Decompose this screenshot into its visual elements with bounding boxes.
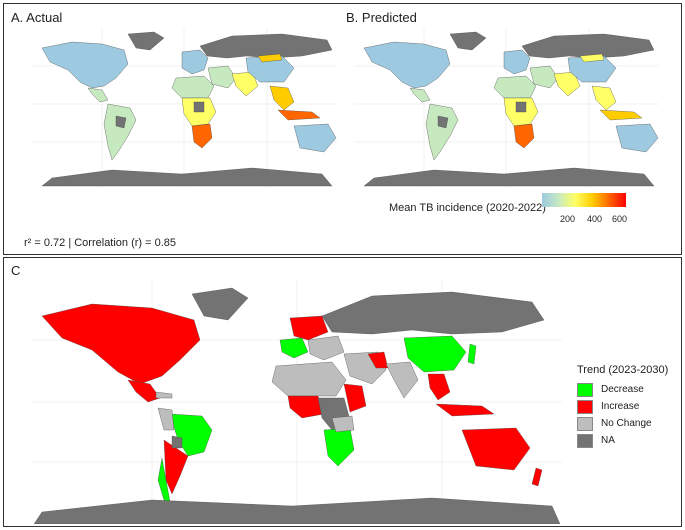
incidence-color-bar [542,193,626,207]
antarctica [33,497,561,524]
china [567,55,617,83]
southeast-asia [591,85,617,111]
east-africa [343,383,367,413]
south-america [103,103,137,161]
australia [461,427,531,471]
panel-a-title: A. Actual [11,10,63,25]
north-africa [493,75,537,99]
europe [181,49,209,75]
north-africa [171,75,215,99]
panel-b-title: B. Predicted [346,10,417,25]
legend-item-na: NA [577,432,681,449]
antarctica [363,167,655,187]
legend-label-decrease: Decrease [601,384,644,395]
legend-item-no-change: No Change [577,415,681,432]
europe-north [289,315,329,341]
middle-east [529,65,559,89]
australia [293,123,337,153]
panel-actual-predicted: A. Actual B. Predicted [3,3,682,255]
trend-legend-title: Trend (2023-2030) [577,364,669,376]
predicted-map [354,28,659,188]
legend-label-no-change: No Change [601,418,652,429]
fit-statistics: r² = 0.72 | Correlation (r) = 0.85 [24,237,177,249]
europe-west [279,337,309,359]
legend-label-increase: Increase [601,401,640,412]
mexico [127,379,161,403]
trend-legend: Trend (2023-2030) Decrease Increase No C… [577,364,681,449]
north-america [363,41,451,89]
north-america [41,303,201,385]
russia [521,33,655,59]
antarctica [41,167,333,187]
russia [199,33,333,59]
southern-cone [163,439,189,495]
incidence-tick-400: 400 [587,214,603,224]
north-america [41,41,129,89]
south-america-na [115,115,127,129]
australia [615,123,659,153]
africa-na [193,101,205,113]
panel-c-title: C [11,263,21,278]
central-america [409,87,431,103]
actual-map [32,28,337,188]
southern-africa [513,123,535,149]
indonesia [435,403,495,417]
trend-map [32,280,562,524]
swatch-increase [577,399,593,414]
greenland [191,287,249,321]
incidence-tick-200: 200 [560,214,576,224]
middle-east [207,65,237,89]
south-america [425,103,459,161]
indonesia [599,109,643,121]
southern-africa [191,123,213,149]
southeast-asia [427,373,451,401]
greenland [449,31,487,51]
china [245,55,295,83]
west-africa [287,395,325,419]
bolivia [171,435,183,449]
greenland [127,31,165,51]
incidence-tick-600: 600 [612,214,628,224]
russia [321,291,545,335]
swatch-na [577,433,593,448]
europe [503,49,531,75]
swatch-decrease [577,382,593,397]
mongolia [257,53,283,63]
north-africa [271,361,347,397]
japan [467,343,477,365]
andes-north [157,407,175,431]
legend-item-decrease: Decrease [577,381,681,398]
europe-east [307,335,345,361]
india [385,361,419,399]
southeast-asia [269,85,295,111]
south-central-africa [331,415,355,433]
new-zealand [531,467,543,487]
china [403,335,467,373]
south-america-na [437,115,449,129]
africa-na [515,101,527,113]
legend-item-increase: Increase [577,398,681,415]
mongolia [579,53,605,63]
legend-label-na: NA [601,435,615,446]
incidence-legend-title: Mean TB incidence (2020-2022) [389,202,546,214]
swatch-no-change [577,416,593,431]
southern-africa [323,427,355,467]
central-america [87,87,109,103]
caribbean [155,391,173,399]
panel-trend: C [3,257,682,527]
indonesia [277,109,321,121]
